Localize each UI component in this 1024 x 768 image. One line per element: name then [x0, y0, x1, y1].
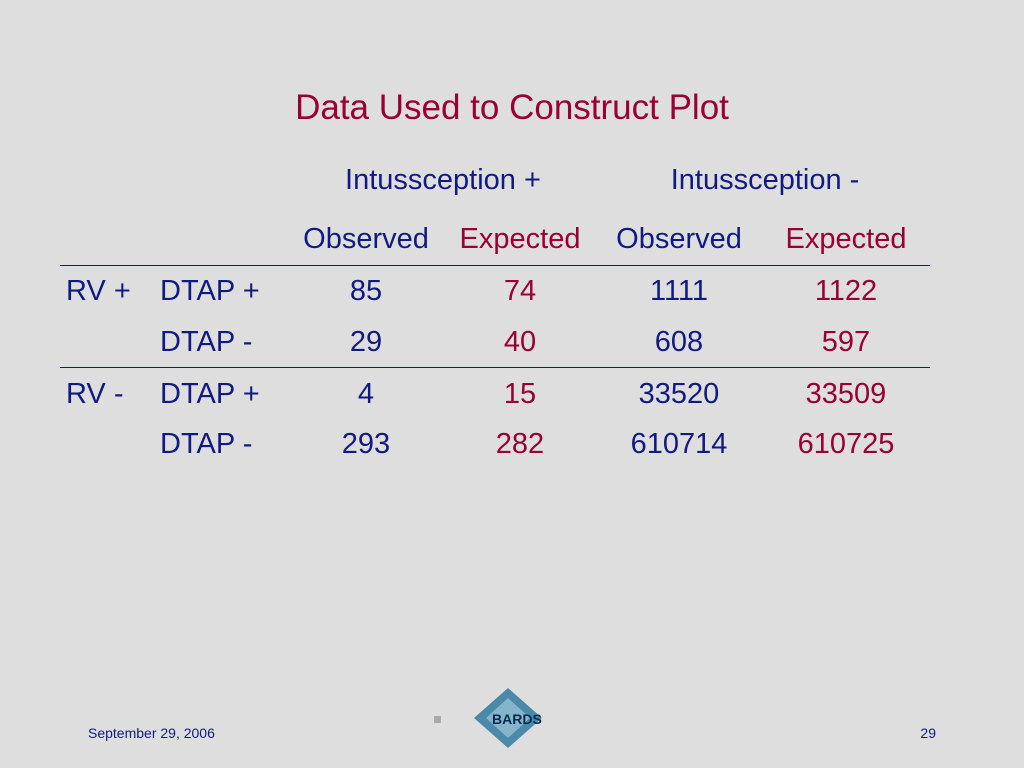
logo-text: BARDS: [492, 711, 542, 727]
cell-value: 282: [495, 428, 545, 460]
cell-value: 610725: [797, 428, 895, 460]
group-header: Intussception -: [670, 164, 860, 196]
row-label: DTAP +: [160, 275, 260, 307]
row-label: DTAP -: [160, 428, 253, 460]
row-label: DTAP +: [160, 378, 260, 410]
table-rule: [60, 265, 930, 266]
cell-value: 29: [349, 326, 383, 358]
cell-value: 85: [349, 275, 383, 307]
cell-value: 74: [503, 275, 537, 307]
column-header: Expected: [785, 223, 907, 255]
cell-value: 33509: [805, 378, 887, 410]
cell-value: 40: [503, 326, 537, 358]
column-header: Observed: [303, 223, 429, 255]
cell-value: 33520: [638, 378, 720, 410]
logo: BARDS: [434, 688, 542, 748]
column-header: Expected: [459, 223, 581, 255]
logo-diamond-inner: [486, 698, 530, 738]
slide-title: Data Used to Construct Plot: [295, 88, 729, 127]
cell-value: 293: [341, 428, 391, 460]
cell-value: 1122: [814, 275, 878, 307]
row-group: RV +: [66, 275, 131, 307]
page-number: 29: [920, 725, 936, 741]
row-label: DTAP -: [160, 326, 253, 358]
cell-value: 4: [357, 378, 375, 410]
cell-value: 608: [654, 326, 704, 358]
row-group: RV -: [66, 378, 124, 410]
group-header: Intussception +: [345, 164, 541, 196]
cell-value: 597: [821, 326, 871, 358]
footer-date: September 29, 2006: [88, 725, 215, 741]
cell-value: 1111: [649, 275, 709, 307]
cell-value: 610714: [630, 428, 728, 460]
bullet: [434, 716, 441, 723]
table-rule: [60, 367, 930, 368]
column-header: Observed: [616, 223, 742, 255]
cell-value: 15: [503, 378, 537, 410]
